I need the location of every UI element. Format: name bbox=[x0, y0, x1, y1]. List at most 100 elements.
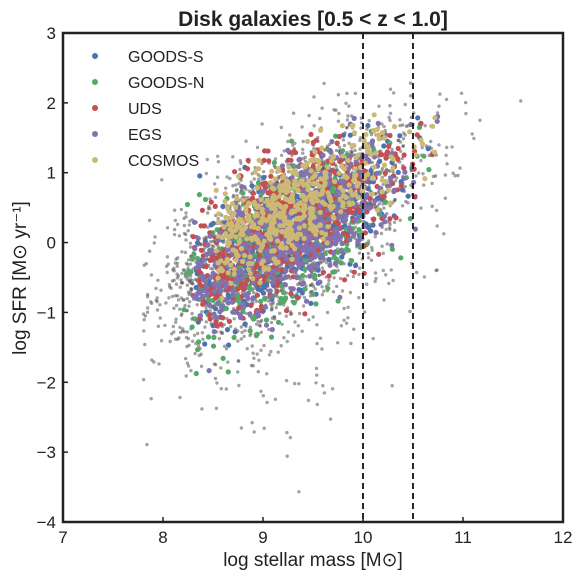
background-point bbox=[200, 310, 204, 314]
point-goods-n bbox=[262, 295, 268, 301]
point-egs bbox=[307, 245, 313, 251]
background-point bbox=[430, 181, 434, 186]
point-goods-n bbox=[253, 333, 259, 339]
legend-marker bbox=[92, 105, 98, 111]
background-point bbox=[186, 258, 191, 262]
background-point bbox=[388, 118, 392, 123]
background-point bbox=[400, 156, 404, 161]
point-cosmos bbox=[285, 180, 292, 186]
point-goods-n bbox=[313, 301, 319, 307]
point-cosmos bbox=[432, 115, 438, 121]
background-point bbox=[200, 331, 205, 335]
background-point bbox=[199, 364, 204, 368]
background-point bbox=[384, 227, 388, 232]
background-point bbox=[458, 166, 462, 170]
background-point bbox=[259, 330, 263, 334]
point-cosmos bbox=[340, 188, 346, 194]
background-point bbox=[252, 430, 256, 434]
background-point bbox=[239, 325, 244, 329]
background-point bbox=[297, 382, 301, 386]
point-cosmos bbox=[247, 254, 253, 260]
x-tick-label: 12 bbox=[554, 528, 573, 547]
background-point bbox=[381, 268, 385, 273]
background-point bbox=[257, 358, 261, 362]
point-cosmos bbox=[258, 197, 264, 203]
point-cosmos bbox=[366, 145, 372, 151]
background-point bbox=[380, 244, 384, 248]
point-cosmos bbox=[302, 203, 308, 209]
point-uds bbox=[334, 140, 340, 146]
point-goods-s bbox=[365, 225, 372, 231]
background-point bbox=[216, 216, 220, 221]
background-point bbox=[408, 309, 412, 314]
point-cosmos bbox=[255, 225, 261, 231]
point-cosmos bbox=[283, 196, 289, 202]
point-cosmos bbox=[293, 216, 299, 222]
background-point bbox=[172, 208, 177, 212]
point-egs bbox=[239, 184, 245, 190]
point-uds bbox=[226, 318, 232, 324]
point-cosmos bbox=[326, 193, 332, 199]
background-point bbox=[248, 325, 253, 330]
point-egs bbox=[332, 260, 339, 266]
background-point bbox=[188, 262, 193, 266]
background-point bbox=[357, 272, 361, 277]
point-egs bbox=[205, 242, 211, 248]
point-goods-s bbox=[377, 158, 383, 164]
point-egs bbox=[301, 172, 307, 178]
background-point bbox=[185, 277, 189, 281]
point-uds bbox=[208, 286, 214, 292]
point-uds bbox=[213, 319, 219, 325]
background-point bbox=[296, 324, 300, 328]
background-point bbox=[445, 162, 449, 166]
background-point bbox=[398, 218, 402, 222]
background-point bbox=[403, 102, 407, 107]
point-goods-s bbox=[340, 132, 346, 138]
background-point bbox=[172, 330, 176, 334]
point-cosmos bbox=[230, 247, 236, 253]
background-point bbox=[174, 317, 178, 321]
background-point bbox=[182, 223, 187, 228]
background-point bbox=[396, 138, 401, 142]
background-point bbox=[250, 344, 254, 348]
point-uds bbox=[200, 301, 206, 307]
point-egs bbox=[303, 298, 310, 304]
point-uds bbox=[242, 281, 249, 287]
background-point bbox=[415, 270, 419, 275]
point-cosmos bbox=[222, 191, 228, 197]
background-point bbox=[246, 195, 250, 200]
background-point bbox=[437, 104, 441, 108]
background-point bbox=[470, 132, 474, 136]
background-point bbox=[357, 251, 362, 255]
background-point bbox=[193, 277, 198, 282]
point-goods-s bbox=[425, 146, 431, 152]
background-point bbox=[293, 381, 297, 386]
point-cosmos bbox=[305, 138, 311, 145]
background-point bbox=[388, 104, 392, 108]
point-uds bbox=[320, 269, 326, 275]
point-egs bbox=[307, 257, 313, 263]
background-point bbox=[320, 266, 325, 270]
background-point bbox=[256, 177, 261, 182]
y-axis-title: log SFR [M⊙ yr⁻¹] bbox=[10, 201, 31, 355]
background-point bbox=[408, 81, 413, 85]
point-cosmos bbox=[233, 234, 239, 240]
point-goods-n bbox=[281, 290, 287, 296]
point-egs bbox=[211, 280, 217, 286]
point-goods-n bbox=[231, 334, 237, 341]
background-point bbox=[174, 257, 178, 261]
background-point bbox=[450, 145, 454, 149]
background-point bbox=[184, 211, 188, 215]
background-point bbox=[173, 261, 177, 265]
point-goods-n bbox=[325, 285, 331, 291]
point-goods-n bbox=[389, 246, 395, 252]
point-egs bbox=[296, 264, 302, 270]
point-goods-n bbox=[195, 347, 201, 353]
background-point bbox=[288, 133, 292, 137]
point-cosmos bbox=[300, 192, 306, 199]
point-egs bbox=[333, 199, 339, 205]
legend-label: GOODS-S bbox=[128, 49, 204, 66]
background-point bbox=[366, 251, 370, 256]
point-egs bbox=[206, 302, 212, 308]
point-uds bbox=[216, 251, 222, 257]
